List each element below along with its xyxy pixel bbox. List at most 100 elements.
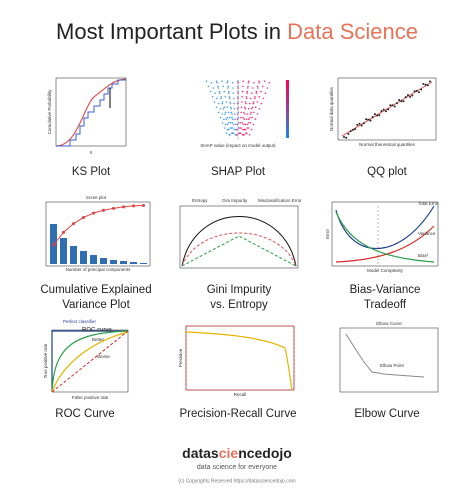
shap-plot: SHAP value (impact on model output) SHAP… [200,80,289,178]
shap-dot [258,96,260,98]
qq-point [398,98,401,101]
axis-label: Precision [178,348,183,367]
shap-dot [250,128,253,131]
legend-entry: Misclassification Error [258,198,302,203]
shap-dot [244,128,247,131]
shap-dot [215,106,218,108]
shap-dot [255,92,258,94]
cumulative-point [62,230,65,234]
shap-dot [232,127,234,129]
shap-dot [240,106,243,108]
shap-dot [223,118,225,120]
shap-dot [232,97,235,100]
caption-text: Gini Impurity [207,284,272,296]
shap-dot [227,85,230,88]
shap-dot [247,82,250,84]
axis-label: Number of principal components [66,267,132,272]
shap-dot [247,118,250,120]
caption: QQ plot [367,166,407,178]
shap-dot [232,92,235,94]
shap-dot [214,92,216,94]
tagline: data science for everyone [197,464,277,471]
shap-dot [250,92,253,94]
gini-curve [181,232,297,267]
shap-dot [236,102,239,105]
annotation: Better [92,337,105,342]
qq-point [402,100,405,103]
shap-dot [266,87,269,89]
perfect-model [185,325,295,391]
title-highlight: Data Science [287,19,418,44]
plot-title: ROC curve [82,328,112,334]
shap-dot [249,122,252,124]
shap-dot [247,108,250,110]
shap-dot [263,80,266,82]
shap-dot [254,106,257,108]
curve-label: Bias² [418,253,429,258]
annotation: Worse [97,354,110,359]
shap-dot [217,111,220,114]
shap-dot [210,82,213,84]
axis-label: Normal data quantiles [329,86,334,131]
shap-dot [255,90,258,93]
shap-dot [234,123,237,126]
shap-dot [258,80,260,82]
qq-point [362,122,365,125]
shap-dot [219,116,222,119]
shap-dot [232,132,235,134]
caption-line: Gini Impurity vs. Entropy [207,284,272,311]
qq-point [429,80,431,83]
shap-dot [225,101,228,103]
shap-dot [229,134,231,136]
qq-point [378,114,381,117]
shap-dot [221,102,224,105]
qq-point [371,116,374,119]
shap-dot [222,85,224,88]
shap-dot [226,116,229,119]
qq-point [417,91,420,94]
shap-dot [236,118,239,120]
shap-dot [256,113,259,115]
shap-dot [246,90,249,93]
qq-point [343,136,345,138]
cumulative-point [122,205,125,209]
qq-point [365,118,368,121]
shap-dot [245,102,247,105]
curve-label: Variance [418,231,436,236]
cumulative-point [102,208,105,212]
shap-dot [218,90,221,93]
shap-dot [236,113,239,115]
plot-frame [339,327,439,393]
qq-point [389,104,392,107]
shap-dot [237,92,239,94]
shap-dot [221,122,224,124]
shap-dot [237,90,239,93]
shap-dot [243,118,246,120]
shap-dot [242,123,245,126]
shap-dot [211,96,214,98]
shap-dot [241,101,243,103]
shap-dot [254,96,256,98]
axis-label: X [89,150,92,155]
shap-dot [248,134,251,136]
qq-point [369,119,372,122]
shap-dot [237,111,240,114]
cumulative-point [92,211,95,215]
variance-curve [335,225,435,263]
shap-dot [246,113,249,115]
qq-point [420,88,423,91]
scree-bar [90,255,97,264]
shap-dot [236,128,239,131]
shap-dot [209,90,212,93]
shap-dot [243,111,245,114]
shap-dot [219,108,222,110]
axis-label: Error [325,228,330,239]
shap-dot [227,111,230,114]
shap-dot [248,80,250,82]
shap-dot [229,127,232,129]
brand-part: cie [219,445,239,461]
scree-bar [120,261,127,264]
shap-dot [260,90,262,93]
shap-dot [242,116,244,119]
scree-plot: Scree plot Number of principal component… [40,195,151,311]
